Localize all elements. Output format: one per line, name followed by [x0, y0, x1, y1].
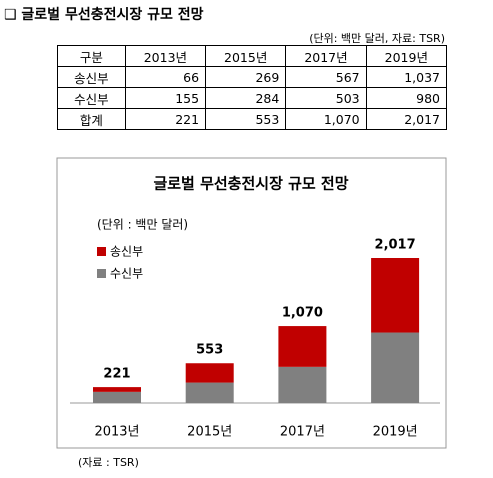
legend-swatch	[97, 269, 106, 278]
unit-label: (단위 : 백만 달러)	[97, 218, 188, 232]
table-cell: 송신부	[57, 66, 126, 88]
table-cell: 2013년	[124, 45, 207, 67]
table-row: 송신부 66 269 567 1,037	[57, 66, 448, 88]
bar-segment	[93, 387, 141, 392]
bar-segment	[185, 382, 234, 403]
source: (자료 : TSR)	[78, 456, 139, 469]
legend-label: 수신부	[110, 267, 143, 281]
bar-segment	[278, 366, 327, 403]
unit-note: (단위: 백만 달러, 자료: TSR)	[309, 32, 445, 45]
chart-title: 글로벌 무선충전시장 규모 전망	[153, 175, 348, 193]
x-tick-label: 2013년	[94, 425, 139, 440]
total-label: 553	[196, 343, 223, 358]
bar-segment	[371, 258, 420, 333]
legend-label: 송신부	[110, 245, 143, 259]
page-title: ❑ 글로벌 무선충전시장 규모 전망	[4, 7, 204, 23]
table-cell: 980	[365, 87, 448, 109]
table-cell: 1,070	[285, 108, 367, 130]
bar-segment	[278, 326, 327, 367]
x-tick-label: 2017년	[280, 425, 325, 440]
table-cell: 합계	[57, 108, 126, 130]
x-tick-label: 2019년	[373, 425, 418, 440]
data-table: 구분 2013년 2015년 2017년 2019년 송신부 66 269 567 1,037 수신…	[57, 45, 448, 130]
table-row: 합계 221 553 1,070 2,017	[57, 108, 448, 130]
total-label: 221	[103, 367, 130, 382]
bar-segment	[371, 332, 420, 403]
bar-segment	[93, 391, 141, 403]
total-label: 1,070	[282, 306, 323, 321]
table-cell: 2,017	[365, 108, 448, 130]
table-cell: 221	[124, 108, 207, 130]
legend-swatch	[97, 247, 106, 256]
total-label: 2,017	[375, 238, 416, 253]
table-cell: 553	[205, 108, 287, 130]
table-cell: 1,037	[365, 66, 448, 88]
bar-segment	[185, 363, 234, 383]
x-tick-label: 2015년	[187, 425, 232, 440]
